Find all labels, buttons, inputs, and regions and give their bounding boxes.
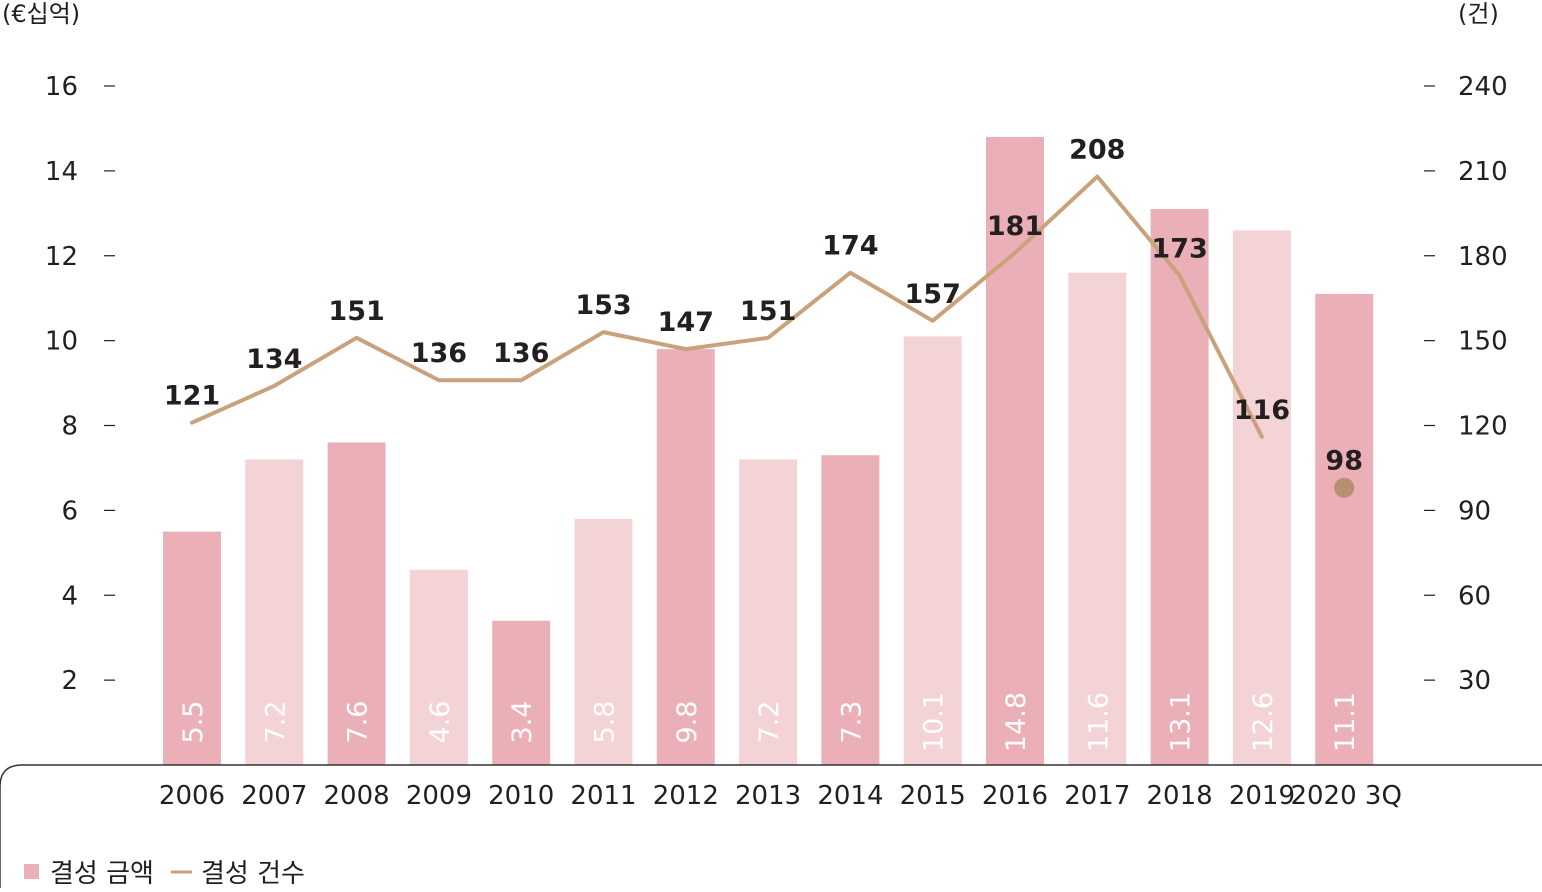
line-series <box>190 174 1355 498</box>
bar <box>903 336 962 765</box>
category-label: 2007 <box>241 781 307 811</box>
bar-value-label: 9.8 <box>672 701 703 744</box>
bar <box>1232 230 1291 766</box>
left-tick-label: 6 <box>61 496 78 526</box>
bar <box>986 136 1044 766</box>
right-tick-label: 180 <box>1458 242 1508 272</box>
bar <box>821 455 880 765</box>
left-tick-label: 2 <box>61 666 78 696</box>
line-value-label: 134 <box>246 344 302 375</box>
bar-value-labels: 5.5 7.2 7.6 4.6 3.4 5.8 9.8 7.2 7.3 10.1 14.8 11.6 1… <box>178 692 1361 752</box>
category-label: 2019 <box>1229 781 1295 811</box>
legend-bar-label: 결성 금액 <box>50 859 154 888</box>
bar <box>1150 209 1209 766</box>
category-label: 2012 <box>653 781 719 811</box>
left-tick-label: 12 <box>45 242 78 272</box>
line-value-label: 157 <box>905 279 961 310</box>
bar <box>245 459 304 765</box>
category-labels: 2006 2007 2008 2009 2010 2011 2012 2013 2014 2015… <box>159 781 1402 811</box>
line-value-label: 151 <box>328 296 384 327</box>
bar <box>327 442 386 765</box>
bar <box>739 459 798 765</box>
right-axis: 30 60 90 120 150 180 210 240 <box>1424 72 1508 696</box>
bar <box>1315 293 1374 765</box>
line-value-label: 116 <box>1234 395 1290 426</box>
category-label: 2017 <box>1064 781 1130 811</box>
bar-value-label: 14.8 <box>1001 692 1032 752</box>
category-label: 2011 <box>570 781 636 811</box>
category-label: 2013 <box>735 781 801 811</box>
bar-series <box>163 136 1374 766</box>
right-tick-label: 30 <box>1458 666 1491 696</box>
line-value-label: 98 <box>1325 446 1363 477</box>
category-label: 2016 <box>982 781 1048 811</box>
left-tick-label: 14 <box>45 157 78 187</box>
left-tick-label: 10 <box>45 327 78 357</box>
bar-value-label: 7.6 <box>343 701 374 744</box>
bar-value-label: 11.1 <box>1330 692 1361 752</box>
bar <box>574 518 633 765</box>
right-tick-label: 210 <box>1458 157 1508 187</box>
right-tick-label: 120 <box>1458 412 1508 442</box>
bar-value-label: 13.1 <box>1166 692 1197 752</box>
line-value-labels: 121 134 151 136 136 153 147 151 174 157 181 208 173 1… <box>164 135 1363 477</box>
line-value-label: 147 <box>658 307 714 338</box>
category-label: 2018 <box>1147 781 1213 811</box>
right-tick-label: 150 <box>1458 327 1508 357</box>
line-value-label: 136 <box>493 338 549 369</box>
category-label: 2008 <box>324 781 390 811</box>
category-label: 2015 <box>900 781 966 811</box>
bar <box>492 620 551 765</box>
left-tick-label: 4 <box>61 581 78 611</box>
right-tick-label: 60 <box>1458 581 1491 611</box>
bar <box>1068 272 1127 765</box>
bar-value-label: 7.2 <box>260 701 291 744</box>
bar-value-label: 5.8 <box>590 701 621 744</box>
bar-value-label: 4.6 <box>425 701 456 744</box>
line-value-label: 151 <box>740 296 796 327</box>
line-value-label: 174 <box>822 231 878 262</box>
plot-frame <box>0 764 1542 888</box>
line-path <box>190 174 1264 439</box>
bar-value-label: 7.2 <box>754 701 785 744</box>
left-tick-label: 16 <box>45 72 78 102</box>
line-point-last <box>1334 477 1355 498</box>
bar-value-label: 10.1 <box>919 692 950 752</box>
right-axis-unit: (건) <box>1458 0 1499 28</box>
line-value-label: 181 <box>987 211 1043 242</box>
bar <box>409 569 468 765</box>
bar <box>163 531 221 765</box>
category-label: 2006 <box>159 781 225 811</box>
line-value-label: 208 <box>1069 135 1125 166</box>
line-value-label: 153 <box>575 290 631 321</box>
legend-line-label: 결성 건수 <box>201 859 305 888</box>
left-tick-label: 8 <box>61 412 78 442</box>
line-value-label: 121 <box>164 381 220 412</box>
category-label: 2014 <box>817 781 883 811</box>
bar-value-label: 7.3 <box>836 701 867 744</box>
category-label: 2009 <box>406 781 472 811</box>
bar-value-label: 12.6 <box>1248 692 1279 752</box>
bar <box>656 349 715 765</box>
category-label: 2020 3Q <box>1290 781 1401 811</box>
legend-bar-swatch <box>24 864 39 879</box>
line-value-label: 173 <box>1151 234 1207 265</box>
category-label: 2010 <box>488 781 554 811</box>
left-axis: 2 4 6 8 10 12 14 16 <box>45 72 115 696</box>
right-tick-label: 90 <box>1458 496 1491 526</box>
legend: 결성 금액 결성 건수 <box>24 859 305 889</box>
left-axis-unit: (€십억) <box>2 0 80 28</box>
bar-value-label: 3.4 <box>507 701 538 744</box>
bar-value-label: 5.5 <box>178 701 209 744</box>
right-tick-label: 240 <box>1458 72 1508 102</box>
line-value-label: 136 <box>411 338 467 369</box>
bar-value-label: 11.6 <box>1083 692 1114 752</box>
